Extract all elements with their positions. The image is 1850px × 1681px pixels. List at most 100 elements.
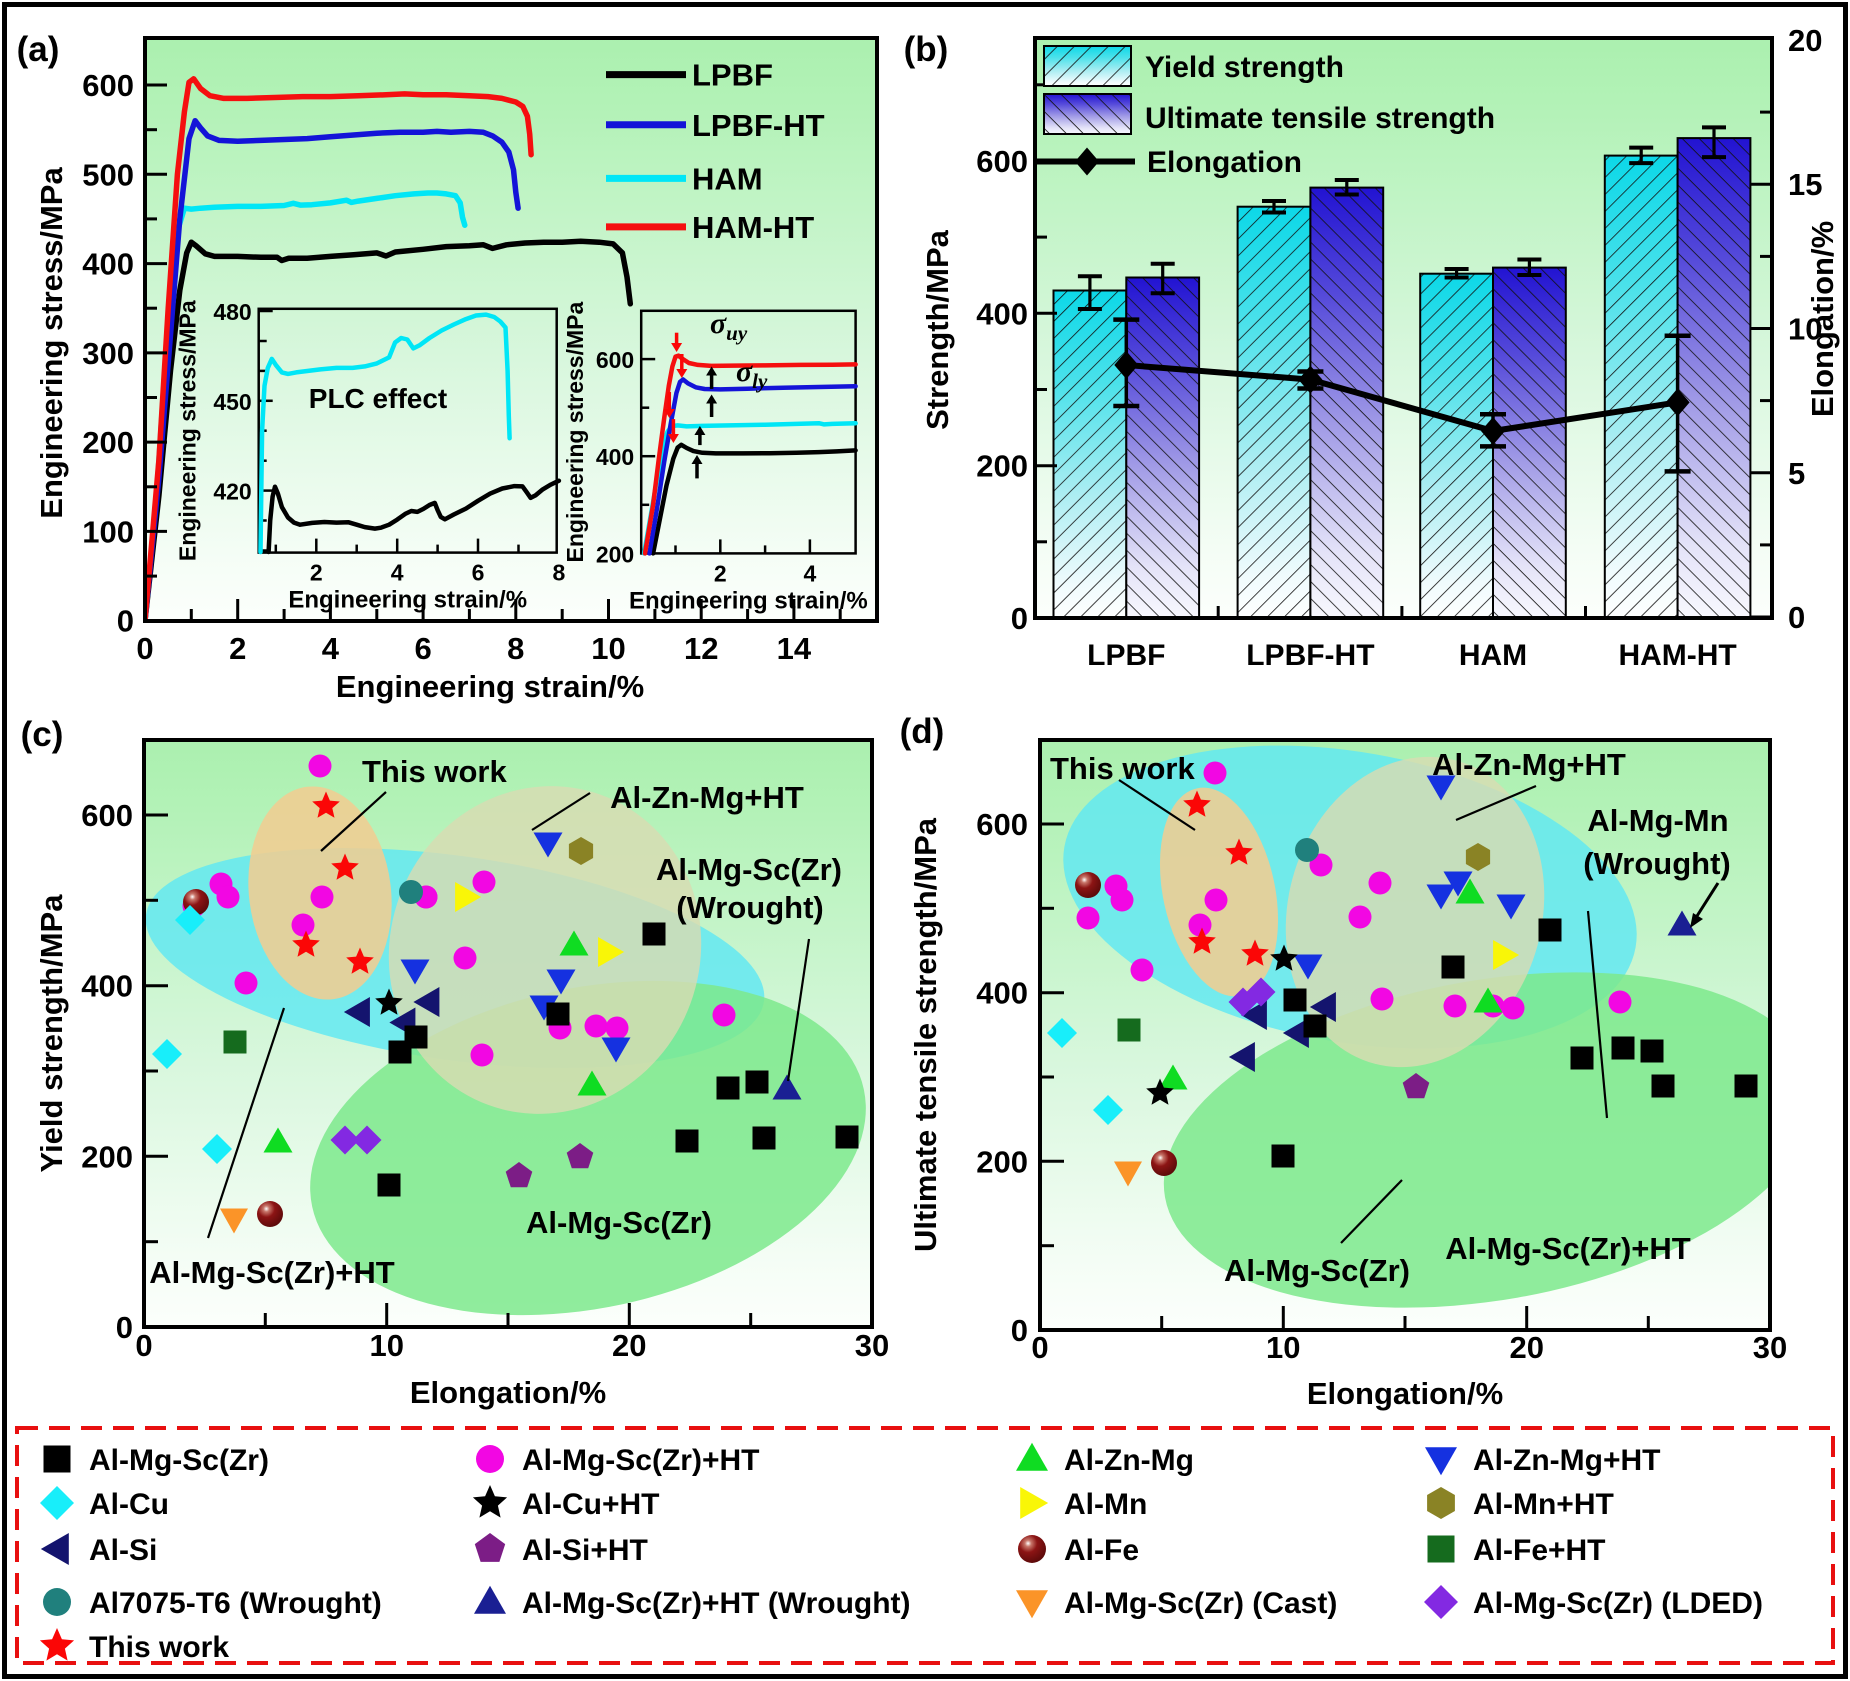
svg-text:0: 0 — [1011, 601, 1028, 636]
svg-text:5: 5 — [1788, 456, 1805, 491]
svg-text:LPBF-HT: LPBF-HT — [692, 108, 825, 143]
svg-text:Ultimate tensile strength/MPa: Ultimate tensile strength/MPa — [908, 817, 943, 1252]
svg-text:HAM-HT: HAM-HT — [1618, 639, 1736, 672]
svg-text:2: 2 — [310, 560, 323, 586]
svg-text:(d): (d) — [900, 712, 945, 751]
svg-text:600: 600 — [976, 807, 1028, 842]
svg-text:Yield strength/MPa: Yield strength/MPa — [34, 894, 69, 1173]
svg-text:Al-Mg-Sc(Zr) (Cast): Al-Mg-Sc(Zr) (Cast) — [1064, 1587, 1337, 1620]
svg-text:Elongation/%: Elongation/% — [410, 1375, 606, 1410]
svg-text:420: 420 — [213, 479, 251, 505]
svg-text:10: 10 — [1788, 312, 1822, 347]
svg-text:20: 20 — [1509, 1330, 1543, 1365]
svg-text:6: 6 — [472, 560, 485, 586]
svg-text:(Wrought): (Wrought) — [676, 890, 823, 925]
svg-text:15: 15 — [1788, 167, 1822, 202]
svg-text:600: 600 — [976, 144, 1028, 179]
svg-text:Al-Mg-Sc(Zr): Al-Mg-Sc(Zr) — [526, 1205, 712, 1240]
svg-text:Al-Mg-Sc(Zr)+HT (Wrought): Al-Mg-Sc(Zr)+HT (Wrought) — [522, 1587, 911, 1620]
svg-text:Al-Fe+HT: Al-Fe+HT — [1473, 1534, 1606, 1567]
svg-text:0: 0 — [1031, 1330, 1048, 1365]
svg-text:Engineering strain/%: Engineering strain/% — [629, 587, 868, 614]
svg-text:Al-Cu+HT: Al-Cu+HT — [522, 1488, 660, 1521]
svg-text:Al-Zn-Mg+HT: Al-Zn-Mg+HT — [610, 780, 804, 815]
svg-text:(c): (c) — [21, 715, 64, 754]
svg-text:Al-Mn+HT: Al-Mn+HT — [1473, 1488, 1614, 1521]
svg-text:20: 20 — [612, 1328, 646, 1363]
svg-text:Ultimate tensile strength: Ultimate tensile strength — [1145, 102, 1495, 135]
svg-text:30: 30 — [1753, 1330, 1787, 1365]
svg-text:LPBF: LPBF — [1087, 639, 1165, 672]
svg-text:2: 2 — [229, 631, 246, 666]
svg-text:Al-Mg-Sc(Zr): Al-Mg-Sc(Zr) — [656, 852, 842, 887]
svg-text:6: 6 — [414, 631, 431, 666]
svg-text:400: 400 — [976, 976, 1028, 1011]
svg-text:LPBF: LPBF — [692, 58, 773, 93]
svg-text:Elongation: Elongation — [1147, 146, 1302, 179]
svg-text:Elongation/%: Elongation/% — [1307, 1376, 1503, 1411]
svg-text:Al7075-T6 (Wrought): Al7075-T6 (Wrought) — [89, 1587, 382, 1620]
svg-text:500: 500 — [82, 157, 134, 192]
svg-text:0: 0 — [117, 604, 134, 639]
svg-text:Al-Si: Al-Si — [89, 1534, 157, 1567]
svg-text:100: 100 — [82, 514, 134, 549]
svg-text:This work: This work — [89, 1631, 229, 1664]
svg-text:8: 8 — [507, 631, 524, 666]
svg-text:Al-Mn: Al-Mn — [1064, 1488, 1147, 1521]
svg-text:This work: This work — [362, 754, 507, 789]
svg-text:PLC effect: PLC effect — [309, 383, 447, 414]
svg-text:0: 0 — [136, 631, 153, 666]
svg-text:This work: This work — [1050, 751, 1195, 786]
svg-text:200: 200 — [976, 1144, 1028, 1179]
svg-text:10: 10 — [591, 631, 625, 666]
svg-text:600: 600 — [81, 798, 133, 833]
svg-text:HAM-HT: HAM-HT — [692, 210, 814, 245]
svg-text:450: 450 — [213, 389, 251, 415]
svg-text:400: 400 — [82, 247, 134, 282]
svg-text:0: 0 — [1788, 600, 1805, 635]
svg-text:Al-Mg-Sc(Zr)+HT: Al-Mg-Sc(Zr)+HT — [149, 1255, 394, 1290]
svg-text:Al-Mg-Sc(Zr)+HT: Al-Mg-Sc(Zr)+HT — [1445, 1231, 1690, 1266]
svg-text:2: 2 — [714, 560, 727, 586]
svg-text:Al-Fe: Al-Fe — [1064, 1534, 1139, 1567]
svg-text:(b): (b) — [904, 30, 949, 69]
svg-text:20: 20 — [1788, 23, 1822, 58]
svg-text:Strength/MPa: Strength/MPa — [920, 229, 955, 430]
svg-text:Al-Mg-Sc(Zr): Al-Mg-Sc(Zr) — [89, 1444, 269, 1477]
svg-text:Al-Mg-Mn: Al-Mg-Mn — [1587, 803, 1728, 838]
svg-text:Al-Zn-Mg: Al-Zn-Mg — [1064, 1444, 1194, 1477]
svg-text:Engineering strain/%: Engineering strain/% — [336, 669, 644, 704]
svg-text:0: 0 — [135, 1328, 152, 1363]
svg-text:4: 4 — [322, 631, 340, 666]
svg-text:Engineering strain/%: Engineering strain/% — [288, 587, 527, 614]
svg-text:Al-Si+HT: Al-Si+HT — [522, 1534, 648, 1567]
svg-text:400: 400 — [976, 296, 1028, 331]
svg-text:400: 400 — [596, 444, 634, 470]
svg-text:4: 4 — [804, 560, 817, 586]
svg-text:10: 10 — [369, 1328, 403, 1363]
svg-text:480: 480 — [213, 299, 251, 325]
svg-text:Engineering stress/MPa: Engineering stress/MPa — [175, 300, 201, 561]
svg-text:Al-Zn-Mg+HT: Al-Zn-Mg+HT — [1473, 1444, 1660, 1477]
svg-text:10: 10 — [1266, 1330, 1300, 1365]
svg-text:0: 0 — [1011, 1313, 1028, 1348]
svg-text:HAM: HAM — [1459, 639, 1527, 672]
svg-text:200: 200 — [976, 449, 1028, 484]
svg-text:8: 8 — [553, 560, 566, 586]
svg-text:200: 200 — [81, 1139, 133, 1174]
svg-text:LPBF-HT: LPBF-HT — [1246, 639, 1374, 672]
svg-text:12: 12 — [684, 631, 718, 666]
svg-text:600: 600 — [82, 68, 134, 103]
svg-text:Al-Mg-Sc(Zr) (LDED): Al-Mg-Sc(Zr) (LDED) — [1473, 1587, 1763, 1620]
svg-text:(a): (a) — [17, 30, 60, 69]
svg-text:400: 400 — [81, 969, 133, 1004]
svg-text:Engineering stress/MPa: Engineering stress/MPa — [562, 302, 588, 563]
svg-text:Elongation/%: Elongation/% — [1805, 221, 1840, 417]
svg-text:Al-Cu: Al-Cu — [89, 1488, 169, 1521]
svg-text:14: 14 — [777, 631, 812, 666]
svg-text:Al-Mg-Sc(Zr): Al-Mg-Sc(Zr) — [1224, 1253, 1410, 1288]
svg-text:Engineering stress/MPa: Engineering stress/MPa — [34, 167, 69, 519]
svg-text:30: 30 — [855, 1328, 889, 1363]
svg-text:200: 200 — [596, 541, 634, 567]
svg-text:200: 200 — [82, 425, 134, 460]
